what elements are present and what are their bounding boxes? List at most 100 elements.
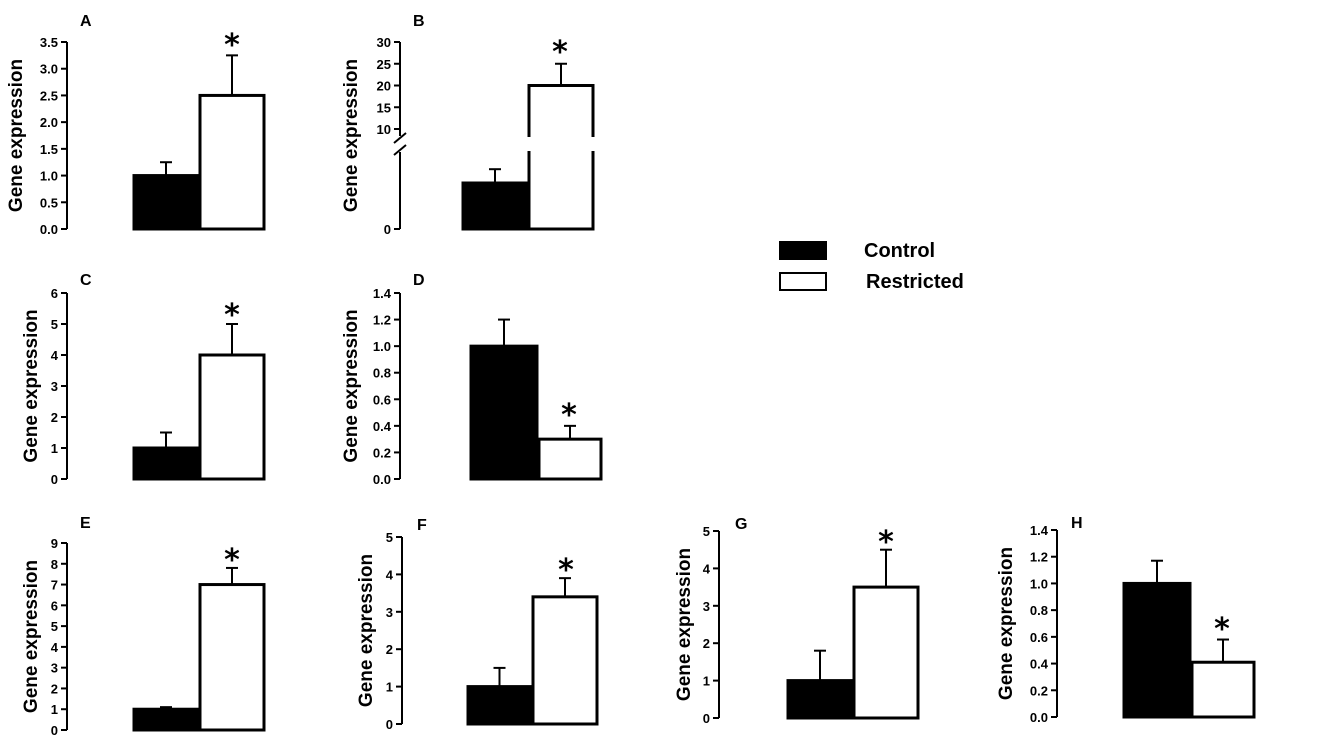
- y-axis-label: Gene expression: [996, 547, 1017, 700]
- axis-break-gap: [392, 136, 408, 152]
- panel-label: A: [80, 13, 92, 30]
- y-tick-label: 3: [51, 661, 58, 676]
- bar-restricted: [198, 353, 266, 481]
- y-axis-label: Gene expression: [341, 59, 362, 212]
- y-tick-label: 4: [51, 348, 59, 363]
- y-tick-label: 0.8: [1030, 603, 1048, 618]
- y-tick-label: 0.0: [40, 222, 58, 237]
- y-tick-label: 4: [51, 640, 59, 655]
- y-tick-label: 3: [386, 605, 393, 620]
- y-tick-label: 1: [703, 674, 710, 689]
- bar-control: [466, 685, 533, 726]
- y-axis-label: Gene expression: [6, 59, 27, 212]
- y-tick-label: 1.0: [373, 339, 391, 354]
- y-tick-label: 2: [703, 636, 710, 651]
- y-tick-label: 30: [377, 35, 391, 50]
- y-tick-label: 1.2: [373, 313, 391, 328]
- bar-restricted: [527, 84, 595, 231]
- legend-label-restricted: Restricted: [866, 271, 964, 293]
- panel-label: H: [1071, 515, 1083, 532]
- y-axis-label: Gene expression: [21, 560, 42, 713]
- y-tick-label: 2.0: [40, 115, 58, 130]
- bar-restricted: [198, 93, 266, 231]
- panel-d: 0.0 0.2 0.4 0.6 0.8 1.0 1.2 1.4 D Gene expression…: [341, 272, 603, 487]
- panel-f: 0 1 2 3 4 5 F Gene expression *: [356, 517, 599, 732]
- y-tick-label: 1.0: [1030, 576, 1048, 591]
- y-tick-label: 1.4: [1030, 523, 1049, 538]
- y-axis-label: Gene expression: [674, 548, 695, 701]
- significance-marker: *: [224, 298, 240, 333]
- y-tick-label: 0.5: [40, 195, 58, 210]
- y-axis-label: Gene expression: [341, 309, 362, 462]
- panel-label: G: [735, 516, 747, 533]
- panel-h: 0.0 0.2 0.4 0.6 0.8 1.0 1.2 1.4 H Gene expression…: [996, 515, 1256, 725]
- bar-control: [786, 679, 854, 720]
- y-tick-label: 0: [703, 711, 710, 726]
- y-tick-label: 1.0: [40, 169, 58, 184]
- y-tick-label: 10: [377, 122, 391, 137]
- y-tick-label: 2: [51, 681, 58, 696]
- axis-break-mark: [393, 132, 407, 144]
- y-tick-label: 3.0: [40, 62, 58, 77]
- legend: Control Restricted: [779, 240, 964, 293]
- y-tick-label: 8: [51, 557, 58, 572]
- y-tick-label: 0.6: [373, 392, 391, 407]
- legend-label-control: Control: [864, 240, 935, 262]
- y-tick-label: 1: [51, 702, 58, 717]
- panel-label: B: [413, 13, 425, 30]
- panel-label: E: [80, 515, 91, 532]
- y-tick-label: 0.4: [373, 419, 392, 434]
- bar-restricted: [537, 437, 603, 481]
- significance-marker: *: [224, 28, 240, 63]
- y-tick-label: 3.5: [40, 35, 58, 50]
- significance-marker: *: [878, 525, 894, 560]
- panel-label: C: [80, 272, 92, 289]
- bar-control: [461, 181, 529, 231]
- panel-a: 0.0 0.5 1.0 1.5 2.0 2.5 3.0 3.5 A Gene expression…: [6, 13, 266, 237]
- y-tick-label: 2: [386, 642, 393, 657]
- y-tick-label: 0.2: [1030, 683, 1048, 698]
- panel-label: D: [413, 272, 425, 289]
- bar-control: [132, 174, 200, 231]
- significance-marker: *: [224, 543, 240, 578]
- y-axis-label: Gene expression: [356, 554, 377, 707]
- y-tick-label: 6: [51, 286, 58, 301]
- bar-control: [469, 344, 539, 481]
- y-tick-label: 25: [377, 57, 391, 72]
- y-tick-label: 9: [51, 536, 58, 551]
- y-tick-label: 5: [703, 524, 710, 539]
- panel-e: 0 1 2 3 4 5 6 7 8 9 E Gene expression *: [21, 515, 266, 738]
- legend-swatch-restricted: [779, 272, 827, 291]
- panel-g: 0 1 2 3 4 5 G Gene expression *: [674, 516, 920, 726]
- significance-marker: *: [1214, 612, 1230, 647]
- y-tick-label: 5: [386, 530, 393, 545]
- bar-restricted: [531, 595, 599, 726]
- significance-marker: *: [558, 553, 574, 588]
- y-tick-label: 0.6: [1030, 630, 1048, 645]
- panels: 0.0 0.5 1.0 1.5 2.0 2.5 3.0 3.5 A Gene expression…: [6, 13, 1256, 738]
- y-tick-label: 7: [51, 578, 58, 593]
- y-tick-label: 5: [51, 317, 58, 332]
- bar-control: [1122, 581, 1192, 719]
- y-tick-label: 1.5: [40, 142, 58, 157]
- panel-c: 0 1 2 3 4 5 6 C Gene expression *: [21, 272, 266, 487]
- y-tick-label: 2: [51, 410, 58, 425]
- y-tick-label: 0: [384, 222, 391, 237]
- y-tick-label: 15: [377, 100, 391, 115]
- bar-restricted: [198, 583, 266, 732]
- y-tick-label: 1.2: [1030, 550, 1048, 565]
- y-axis-label: Gene expression: [21, 309, 42, 462]
- y-tick-label: 0: [51, 723, 58, 738]
- y-tick-label: 5: [51, 619, 58, 634]
- bar-break-gap: [590, 137, 598, 151]
- bar-restricted: [1190, 660, 1256, 719]
- y-tick-label: 3: [51, 379, 58, 394]
- y-tick-label: 3: [703, 599, 710, 614]
- y-tick-label: 1: [51, 441, 58, 456]
- y-tick-label: 0.0: [1030, 710, 1048, 725]
- panel-label: F: [417, 517, 427, 534]
- y-tick-label: 6: [51, 598, 58, 613]
- y-tick-label: 1.4: [373, 286, 392, 301]
- y-tick-label: 0.0: [373, 472, 391, 487]
